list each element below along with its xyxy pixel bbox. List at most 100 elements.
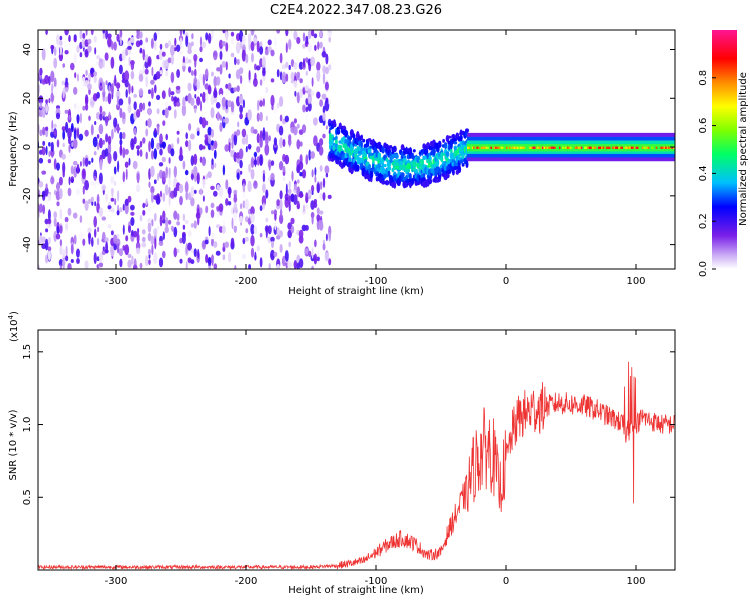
heatmap-cell xyxy=(652,142,655,147)
heatmap-cell xyxy=(250,168,255,180)
heatmap-cell xyxy=(532,147,535,152)
heatmap-cell xyxy=(492,140,495,145)
heatmap-cell xyxy=(501,145,504,149)
heatmap-cell xyxy=(507,136,510,141)
heatmap-cell xyxy=(270,249,275,261)
heatmap-cell xyxy=(541,150,545,154)
heatmap-cell xyxy=(179,50,183,55)
heatmap-cell xyxy=(319,99,323,107)
heatmap-cell xyxy=(164,59,169,70)
heatmap-cell xyxy=(615,157,618,162)
heatmap-cell xyxy=(537,150,540,154)
heatmap-cell xyxy=(96,91,100,99)
heatmap-cell xyxy=(518,153,521,158)
heatmap-cell xyxy=(139,140,143,148)
heatmap-cell xyxy=(543,157,546,162)
heatmap-cell xyxy=(385,180,390,186)
heatmap-cell xyxy=(568,136,571,141)
heatmap-cell xyxy=(48,75,51,86)
heatmap-cell xyxy=(311,191,314,195)
heatmap-cell xyxy=(582,147,585,152)
heatmap-cell xyxy=(102,115,105,121)
heatmap-cell xyxy=(513,140,516,145)
heatmap-cell xyxy=(105,116,109,127)
heatmap-cell xyxy=(211,30,214,40)
heatmap-cell xyxy=(577,153,580,158)
heatmap-cell xyxy=(73,234,77,245)
heatmap-cell xyxy=(649,145,652,149)
heatmap-cell xyxy=(222,254,226,261)
heatmap-cell xyxy=(516,150,520,154)
heatmap-cell xyxy=(557,157,560,162)
heatmap-cell xyxy=(236,85,240,92)
heatmap-cell xyxy=(485,142,488,147)
heatmap-cell xyxy=(391,161,395,166)
heatmap-cell xyxy=(94,180,97,189)
heatmap-cell xyxy=(162,120,166,126)
heatmap-cell xyxy=(540,132,543,137)
heatmap-cell xyxy=(178,183,184,194)
heatmap-cell xyxy=(53,57,58,69)
heatmap-cell xyxy=(534,142,537,147)
heatmap-cell xyxy=(360,162,364,168)
heatmap-cell xyxy=(590,157,593,162)
heatmap-cell xyxy=(652,150,655,154)
heatmap-cell xyxy=(222,47,225,53)
heatmap-cell xyxy=(665,145,668,149)
heatmap-cell xyxy=(93,75,97,84)
heatmap-cell xyxy=(224,144,230,152)
heatmap-cell xyxy=(93,71,98,77)
heatmap-cell xyxy=(521,147,524,152)
heatmap-cell xyxy=(551,153,554,158)
heatmap-cell xyxy=(173,109,177,119)
heatmap-cell xyxy=(85,69,88,77)
heatmap-cell xyxy=(128,83,131,95)
heatmap-cell xyxy=(468,136,471,141)
heatmap-cell xyxy=(476,132,479,137)
heatmap-cell xyxy=(655,140,658,145)
x-tick-label: -100 xyxy=(365,276,388,287)
heatmap-cell xyxy=(613,145,616,149)
heatmap-cell xyxy=(540,147,543,152)
heatmap-cell xyxy=(527,147,530,152)
heatmap-cell xyxy=(474,132,477,137)
heatmap-cell xyxy=(453,141,458,145)
heatmap-cell xyxy=(613,153,616,158)
heatmap-cell xyxy=(279,96,284,107)
heatmap-cell xyxy=(296,71,301,79)
heatmap-cell xyxy=(245,133,249,145)
heatmap-cell xyxy=(507,153,510,158)
y-tick-label: 20 xyxy=(22,92,33,105)
heatmap-cell xyxy=(531,140,534,145)
heatmap-cell xyxy=(523,145,526,149)
heatmap-cell xyxy=(538,132,541,137)
heatmap-cell xyxy=(559,140,562,145)
heatmap-cell xyxy=(313,253,318,265)
heatmap-cell xyxy=(233,202,238,213)
heatmap-cell xyxy=(468,150,471,154)
heatmap-cell xyxy=(651,140,654,145)
heatmap-cell xyxy=(644,157,647,162)
heatmap-cell xyxy=(529,132,532,137)
heatmap-cell xyxy=(623,145,626,149)
heatmap-cell xyxy=(524,147,527,152)
heatmap-cell xyxy=(523,150,526,154)
heatmap-cell xyxy=(205,254,209,264)
heatmap-cell xyxy=(65,121,69,134)
y-tick-label: -20 xyxy=(22,188,33,204)
heatmap-cell xyxy=(210,107,215,119)
heatmap-cell xyxy=(118,64,123,75)
heatmap-cell xyxy=(610,140,613,145)
heatmap-cell xyxy=(161,170,166,183)
heatmap-cell xyxy=(270,160,275,166)
y-tick-label: 1.0 xyxy=(22,417,33,433)
heatmap-cell xyxy=(601,150,604,154)
heatmap-cell xyxy=(259,154,263,166)
heatmap-cell xyxy=(259,79,263,86)
heatmap-cell xyxy=(660,140,663,145)
heatmap-cell xyxy=(651,145,654,149)
heatmap-cell xyxy=(616,150,619,154)
heatmap-cell xyxy=(344,130,348,136)
heatmap-cell xyxy=(93,151,97,156)
heatmap-cell xyxy=(141,242,147,248)
